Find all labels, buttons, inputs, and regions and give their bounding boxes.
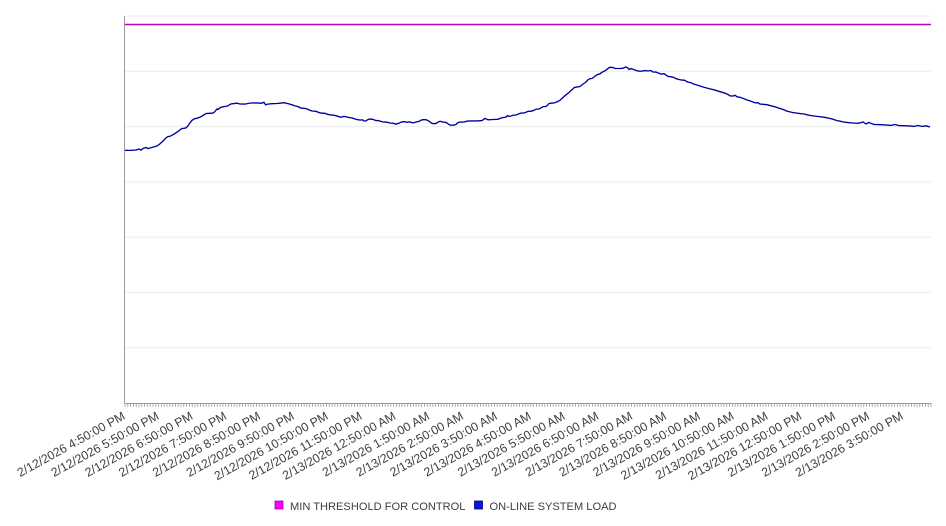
- svg-text:ON-LINE SYSTEM LOAD: ON-LINE SYSTEM LOAD: [490, 501, 617, 513]
- svg-text:MIN THRESHOLD FOR CONTROL: MIN THRESHOLD FOR CONTROL: [290, 501, 465, 513]
